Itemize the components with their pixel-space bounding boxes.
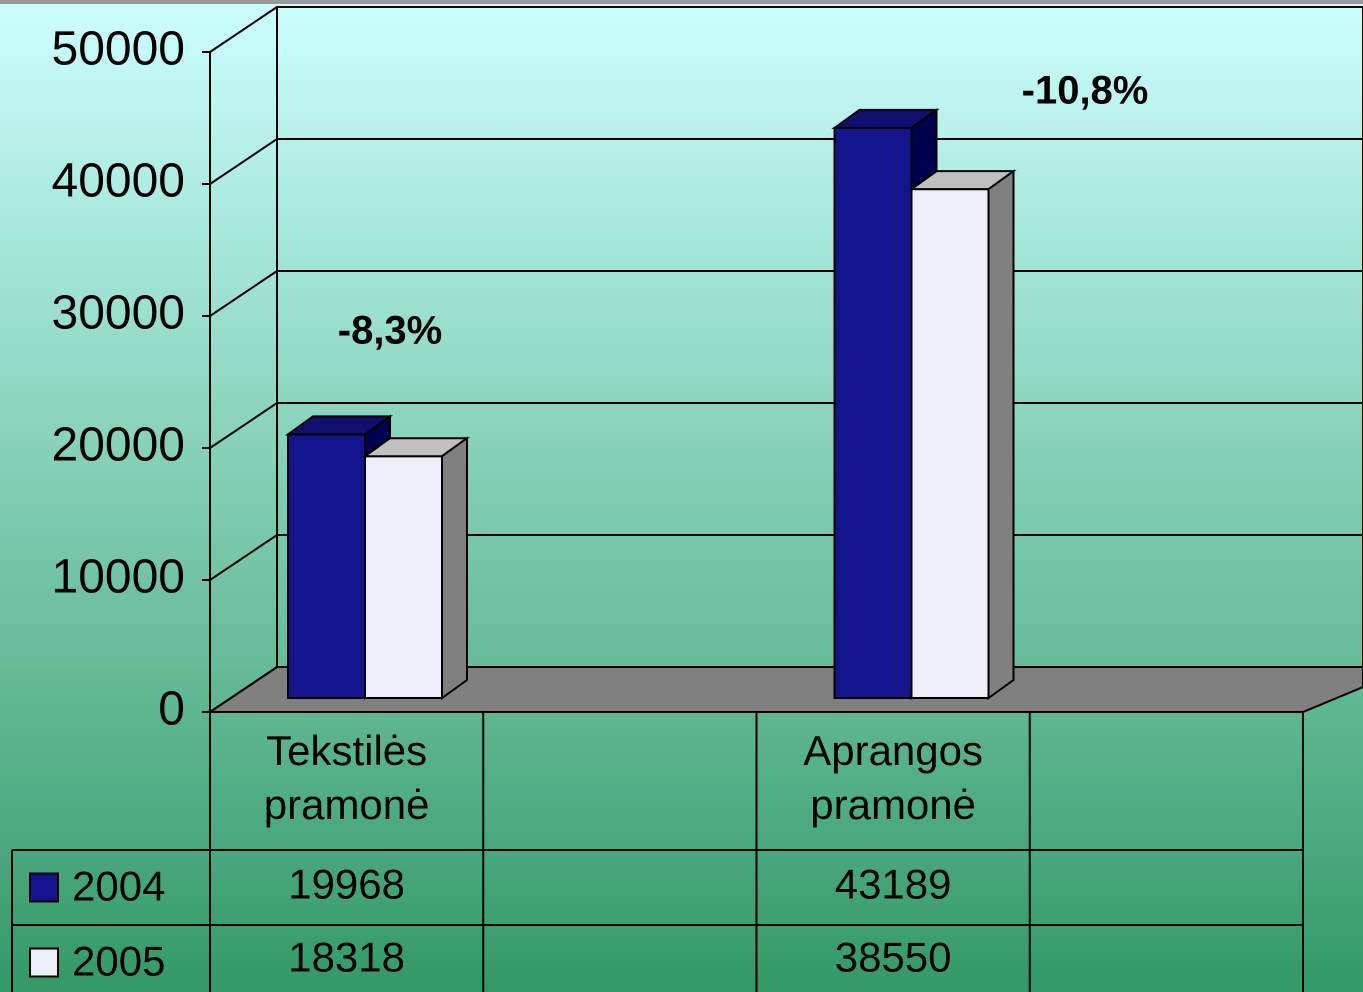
annotation: -8,3% — [338, 309, 443, 353]
category-label-box: Tekstilės pramonė — [263, 727, 430, 828]
category-label-box: Aprangos pramonė — [803, 727, 984, 828]
side-grid-line — [209, 534, 278, 581]
side-grid-line — [209, 666, 278, 713]
bar-side — [987, 169, 1015, 700]
x-tick-label: Aprangos pramonė — [803, 727, 984, 828]
side-grid-line — [209, 138, 278, 185]
y-tick-label: 30000 — [52, 287, 185, 340]
bar — [287, 433, 366, 699]
side-grid-line — [209, 402, 278, 449]
legend-swatch — [29, 872, 59, 903]
table-value: 19968 — [288, 861, 405, 908]
side-grid-line — [209, 6, 278, 53]
bar-side — [441, 436, 468, 700]
y-tick-label: 50000 — [52, 23, 185, 76]
legend-label: 2005 — [72, 938, 165, 985]
y-tick-label: 0 — [158, 683, 185, 736]
table-value: 38550 — [835, 934, 952, 981]
table-value: 43189 — [835, 861, 952, 908]
y-tick-label: 20000 — [52, 419, 185, 472]
side-grid-line — [209, 270, 278, 317]
table-value: 18318 — [288, 934, 405, 981]
top-border — [0, 0, 1363, 4]
x-tick-label: Tekstilės pramonė — [263, 727, 430, 828]
annotation: -10,8% — [1022, 69, 1149, 113]
y-tick-label: 10000 — [52, 551, 185, 604]
bar — [833, 126, 913, 699]
legend-label: 2004 — [72, 863, 165, 910]
y-tick-label: 40000 — [52, 155, 185, 208]
legend-swatch — [29, 947, 59, 978]
bar — [910, 188, 990, 699]
bar — [364, 455, 443, 699]
